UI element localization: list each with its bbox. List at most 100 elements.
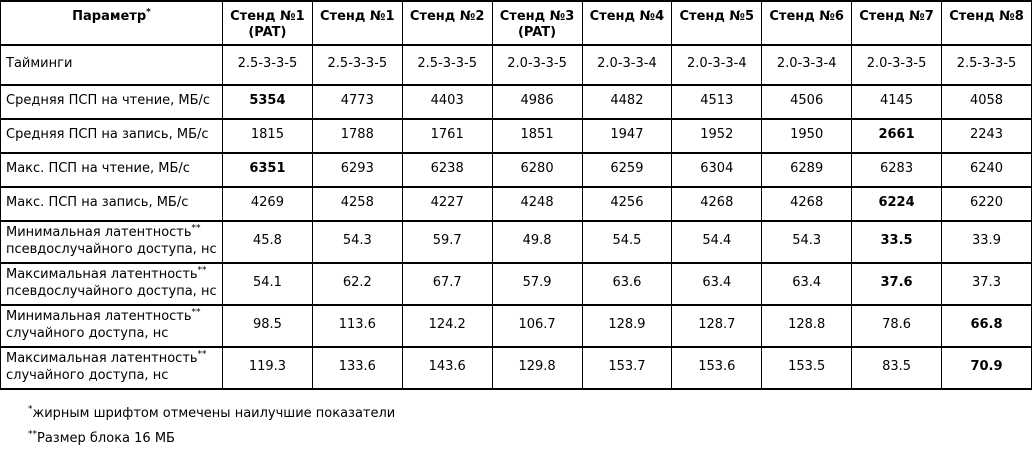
value-cell: 4248 [491, 185, 583, 222]
value-cell: 128.7 [671, 303, 763, 348]
param-cell: Макс. ПСП на запись, МБ/с [0, 185, 223, 222]
value-cell: 6259 [581, 151, 673, 188]
param-note: ** [197, 265, 207, 276]
value-cell-best: 66.8 [941, 303, 1032, 348]
value-cell: 6240 [941, 151, 1032, 188]
value-cell: 2.5-3-3-5 [401, 43, 493, 86]
value-cell: 62.2 [311, 261, 403, 306]
table-body: Тайминги 2.5-3-3-5 2.5-3-3-5 2.5-3-3-5 2.0-3… [0, 43, 1032, 390]
value-cell: 4506 [761, 83, 853, 120]
param-header-label: Параметр [72, 9, 147, 24]
value-cell: 128.9 [581, 303, 673, 348]
column-header: Стенд №7 [851, 0, 942, 46]
value-cell: 63.6 [581, 261, 673, 306]
value-cell-best: 2661 [851, 117, 942, 154]
benchmark-table: Параметр* Стенд №1 (PAT) Стенд №1 Стенд №2… [0, 0, 1032, 390]
value-cell-best: 5354 [222, 83, 313, 120]
param-cell: Максимальная латентность** псевдослучайно… [0, 261, 223, 306]
header-row: Параметр* Стенд №1 (PAT) Стенд №1 Стенд №2… [0, 0, 1032, 46]
param-cell: Макс. ПСП на чтение, МБ/с [0, 151, 223, 188]
footnote-bold-note: *жирным шрифтом отмечены наилучшие показ… [28, 403, 1032, 424]
value-cell: 4403 [401, 83, 493, 120]
column-header: Стенд №2 [401, 0, 493, 46]
column-header: Стенд №6 [761, 0, 853, 46]
value-cell: 33.9 [941, 219, 1032, 264]
value-cell: 49.8 [491, 219, 583, 264]
value-cell: 54.4 [671, 219, 763, 264]
value-cell: 6280 [491, 151, 583, 188]
footnote-text: жирным шрифтом отмечены наилучшие показа… [32, 405, 396, 421]
param-note: ** [197, 349, 207, 360]
table-row: Макс. ПСП на чтение, МБ/с 6351 6293 6238 628… [0, 151, 1032, 188]
column-header: Стенд №3 (PAT) [491, 0, 583, 46]
value-cell: 4269 [222, 185, 313, 222]
footnote-marker: * [28, 404, 33, 415]
value-cell: 1950 [761, 117, 853, 154]
param-cell: Минимальная латентность** псевдослучайног… [0, 219, 223, 264]
param-note: ** [191, 223, 201, 234]
value-cell: 4058 [941, 83, 1032, 120]
value-cell: 2.0-3-3-4 [671, 43, 763, 86]
value-cell: 6304 [671, 151, 763, 188]
value-cell: 63.4 [671, 261, 763, 306]
value-cell: 4986 [491, 83, 583, 120]
value-cell: 54.1 [222, 261, 313, 306]
value-cell: 124.2 [401, 303, 493, 348]
value-cell: 57.9 [491, 261, 583, 306]
value-cell: 2.0-3-3-4 [761, 43, 853, 86]
value-cell: 153.5 [761, 345, 853, 390]
value-cell: 83.5 [851, 345, 942, 390]
value-cell: 1952 [671, 117, 763, 154]
value-cell: 4227 [401, 185, 493, 222]
value-cell: 2.5-3-3-5 [222, 43, 313, 86]
column-header: Стенд №4 [581, 0, 673, 46]
value-cell: 2243 [941, 117, 1032, 154]
value-cell: 98.5 [222, 303, 313, 348]
value-cell: 78.6 [851, 303, 942, 348]
value-cell: 4145 [851, 83, 942, 120]
param-header-note: * [146, 7, 151, 18]
value-cell: 4268 [671, 185, 763, 222]
value-cell: 4773 [311, 83, 403, 120]
value-cell: 133.6 [311, 345, 403, 390]
value-cell: 2.0-3-3-4 [581, 43, 673, 86]
value-cell: 67.7 [401, 261, 493, 306]
value-cell: 4256 [581, 185, 673, 222]
value-cell: 4268 [761, 185, 853, 222]
column-header: Стенд №5 [671, 0, 763, 46]
footnote-block-size: **Размер блока 16 МБ [28, 428, 1032, 449]
column-header: Стенд №8 [941, 0, 1032, 46]
table-row: Средняя ПСП на чтение, МБ/с 5354 4773 4403 4… [0, 83, 1032, 120]
value-cell: 6289 [761, 151, 853, 188]
table-row: Максимальная латентность** псевдослучайно… [0, 261, 1032, 306]
value-cell-best: 6351 [222, 151, 313, 188]
value-cell: 4513 [671, 83, 763, 120]
value-cell: 119.3 [222, 345, 313, 390]
param-note: ** [191, 307, 201, 318]
table-row: Максимальная латентность** случайного дос… [0, 345, 1032, 390]
value-cell-best: 33.5 [851, 219, 942, 264]
value-cell: 6283 [851, 151, 942, 188]
value-cell: 4258 [311, 185, 403, 222]
param-cell: Тайминги [0, 43, 223, 86]
value-cell: 129.8 [491, 345, 583, 390]
param-cell: Средняя ПСП на запись, МБ/с [0, 117, 223, 154]
value-cell-best: 37.6 [851, 261, 942, 306]
value-cell: 153.7 [581, 345, 673, 390]
value-cell: 4482 [581, 83, 673, 120]
value-cell: 45.8 [222, 219, 313, 264]
param-cell: Минимальная латентность** случайного дост… [0, 303, 223, 348]
table-row: Средняя ПСП на запись, МБ/с 1815 1788 1761 1… [0, 117, 1032, 154]
value-cell: 6238 [401, 151, 493, 188]
value-cell: 54.3 [761, 219, 853, 264]
value-cell: 54.5 [581, 219, 673, 264]
value-cell-best: 70.9 [941, 345, 1032, 390]
value-cell-best: 6224 [851, 185, 942, 222]
value-cell: 113.6 [311, 303, 403, 348]
value-cell: 1761 [401, 117, 493, 154]
value-cell: 59.7 [401, 219, 493, 264]
table-row: Макс. ПСП на запись, МБ/с 4269 4258 4227 424… [0, 185, 1032, 222]
value-cell: 1815 [222, 117, 313, 154]
value-cell: 6293 [311, 151, 403, 188]
value-cell: 54.3 [311, 219, 403, 264]
